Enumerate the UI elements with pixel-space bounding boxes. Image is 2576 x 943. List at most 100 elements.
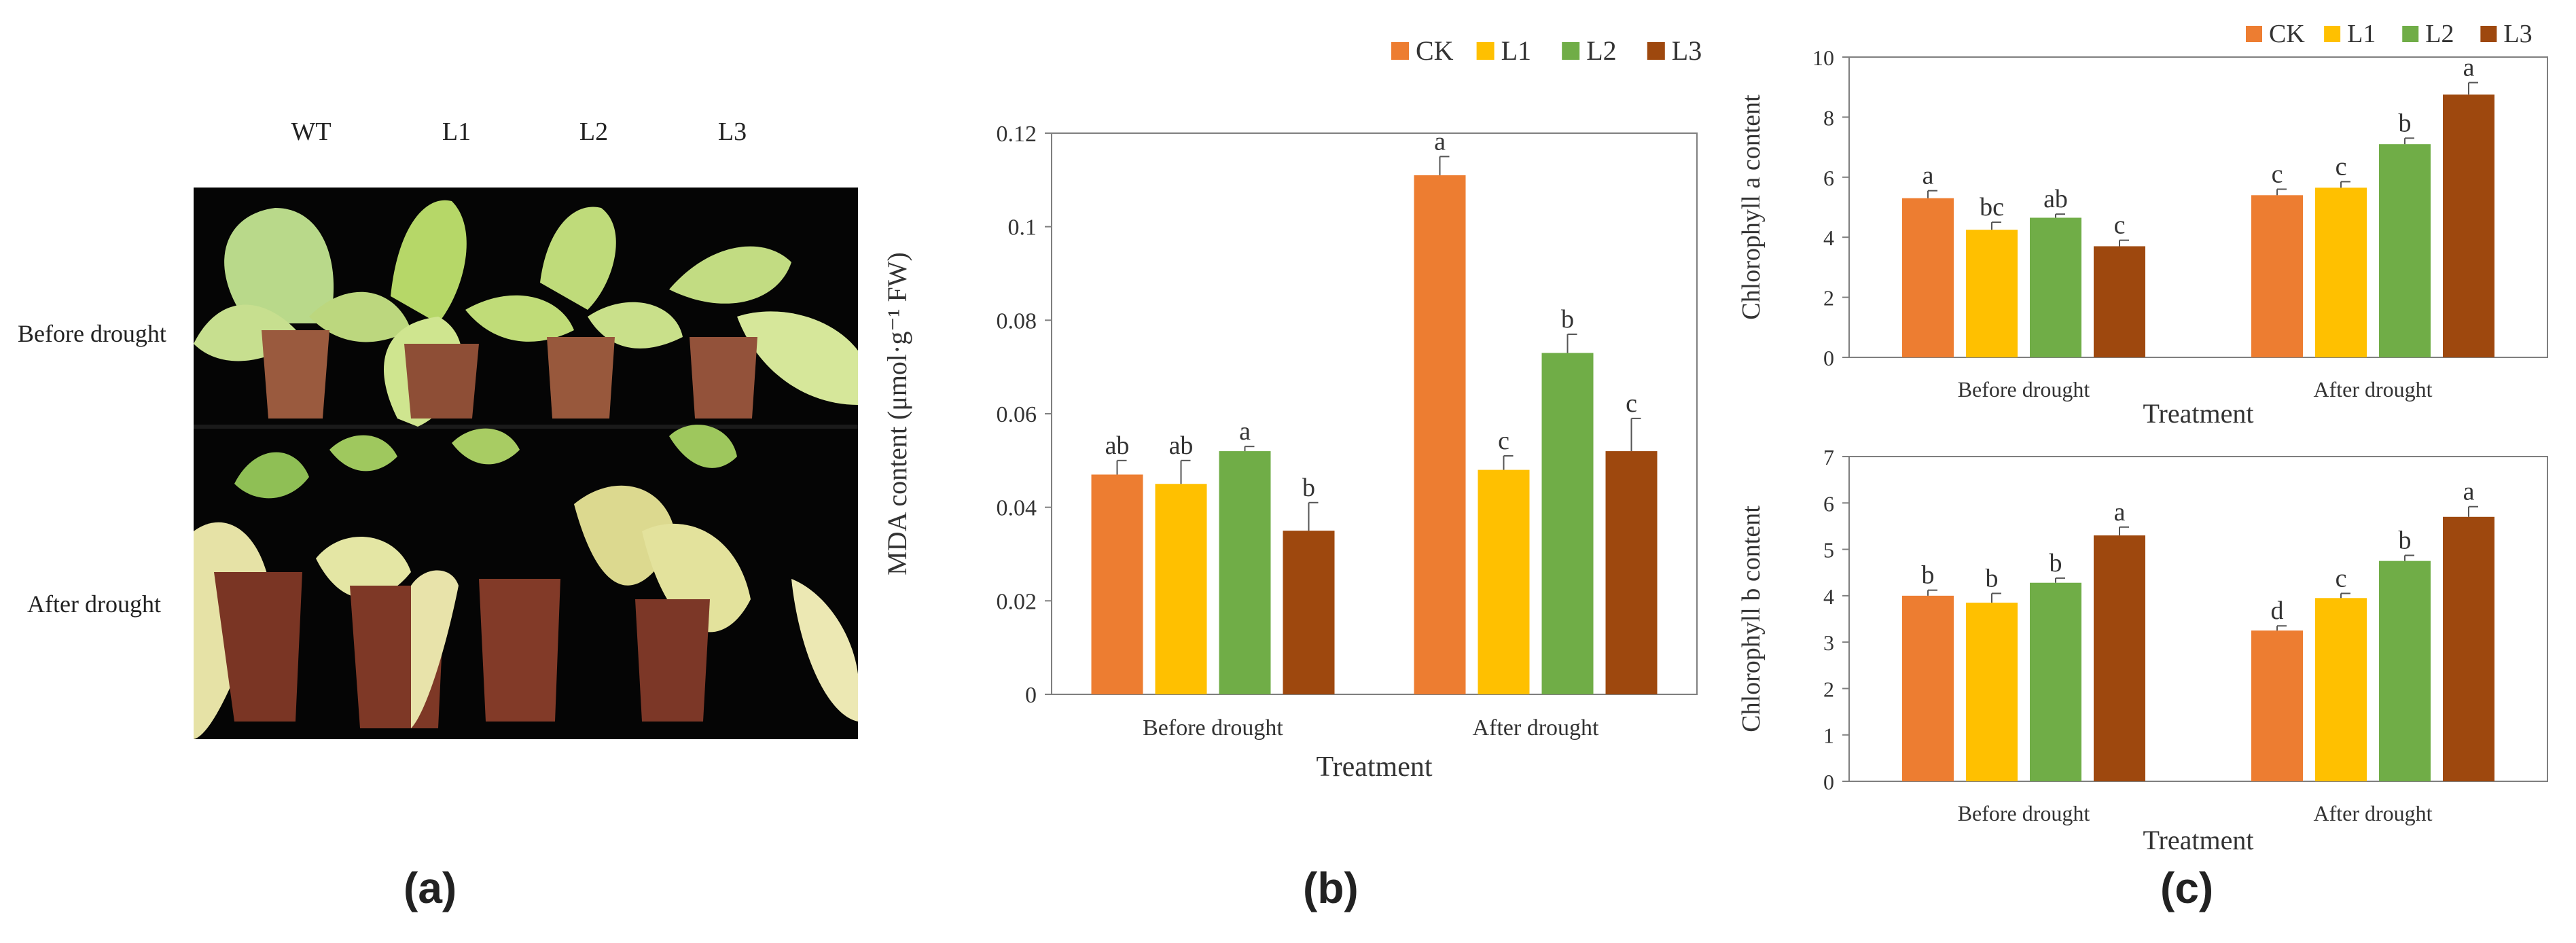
y-tick-label: 6 [1823,166,1834,190]
bar [1283,531,1335,694]
bar [1902,198,1954,357]
photo-column-label: WT [291,118,332,146]
legend-label: L2 [1586,35,1616,66]
y-tick-label: 0.04 [997,496,1037,521]
legend-label: CK [2269,20,2305,48]
bar [2094,246,2145,357]
significance-label: ab [1169,431,1194,460]
bar [2315,188,2367,357]
legend-swatch [2324,26,2341,42]
panel-a-label: (a) [404,864,457,912]
bar [2094,535,2145,781]
legend-swatch [1647,42,1665,60]
significance-label: c [2336,152,2347,181]
significance-label: a [2463,54,2475,82]
significance-label: d [2271,597,2284,625]
y-tick-label: 0 [1823,346,1834,370]
significance-label: c [1498,427,1509,455]
bar [2251,630,2303,781]
y-tick-label: 0.08 [997,308,1037,334]
bar [1966,230,2018,357]
bar [2030,217,2081,357]
photo-column-label: L3 [717,118,747,146]
legend-label: L3 [2503,20,2532,48]
y-tick-label: 4 [1823,584,1834,609]
bar [2251,195,2303,357]
legend-label: L2 [2425,20,2454,48]
significance-label: b [1986,564,1999,592]
photo-column-label: L2 [579,118,609,146]
photo-row-label: After drought [27,590,161,618]
legend-swatch [2402,26,2419,42]
x-axis-title: Treatment [2143,398,2254,429]
y-tick-label: 10 [1812,46,1834,70]
x-axis-title: Treatment [2143,825,2254,855]
y-tick-label: 2 [1823,677,1834,701]
bar [2379,561,2431,781]
panel-b-label: (b) [1303,864,1359,912]
legend-swatch [1562,42,1580,60]
y-tick-label: 8 [1823,105,1834,130]
plant-photo [194,188,858,739]
x-category-label: Before drought [1143,715,1283,741]
y-tick-label: 7 [1823,445,1834,469]
x-axis-title: Treatment [1316,751,1432,783]
legend-label: L1 [1501,35,1531,66]
legend-swatch [1476,42,1495,60]
y-axis-title: Chlorophyll b content [1737,505,1766,732]
y-tick-label: 1 [1823,724,1834,748]
bar [1091,474,1143,694]
plot-frame [1051,132,1698,695]
bar [2379,144,2431,357]
photo-column-label: L1 [442,118,471,146]
chart-chlb: 0 1 2 3 4 5 6 7 b b b a Before drought d c b a After drou… [1737,445,2548,855]
y-tick-label: 0.1 [1008,215,1037,241]
y-tick-label: 6 [1823,491,1834,516]
y-tick-label: 0.06 [997,402,1037,427]
y-tick-label: 3 [1823,630,1834,655]
significance-label: b [1561,305,1574,334]
bar [2030,582,2081,781]
significance-label: c [2336,564,2347,592]
x-category-label: After drought [2313,377,2432,402]
significance-label: a [1239,417,1251,446]
legend-label: CK [1416,35,1454,66]
significance-label: a [2463,478,2475,506]
bar [1155,484,1207,694]
bar [2443,94,2494,357]
significance-label: c [2114,211,2126,240]
significance-label: c [2272,160,2283,188]
plot-frame [1848,456,2548,782]
significance-label: a [1922,162,1934,190]
bar [1478,469,1530,694]
legend-label: L3 [1672,35,1702,66]
plot-frame [1848,56,2548,358]
bar [1414,175,1466,694]
y-tick-label: 4 [1823,226,1834,250]
significance-label: a [2114,498,2126,527]
significance-label: bc [1980,193,2004,221]
y-axis-title: Chlorophyll a content [1737,94,1766,320]
x-category-label: Before drought [1958,377,2090,402]
legend-label: L1 [2347,20,2376,48]
x-category-label: After drought [1472,715,1599,741]
x-category-label: Before drought [1958,801,2090,825]
significance-label: b [1922,561,1935,590]
x-category-label: After drought [2313,801,2432,825]
legend-swatch [2480,26,2497,42]
panel-c-label: (c) [2160,864,2214,912]
y-tick-label: 0 [1823,770,1834,794]
significance-label: a [1434,127,1446,156]
bar [1966,603,2018,781]
significance-label: b [2050,549,2062,577]
y-tick-label: 2 [1823,286,1834,310]
bar [1902,595,1954,781]
significance-label: b [1302,474,1315,502]
significance-label: b [2399,109,2412,137]
significance-label: ab [2043,185,2068,213]
bar [1605,451,1658,694]
legend-chla: CK L1 L2 L3 [2246,20,2533,48]
